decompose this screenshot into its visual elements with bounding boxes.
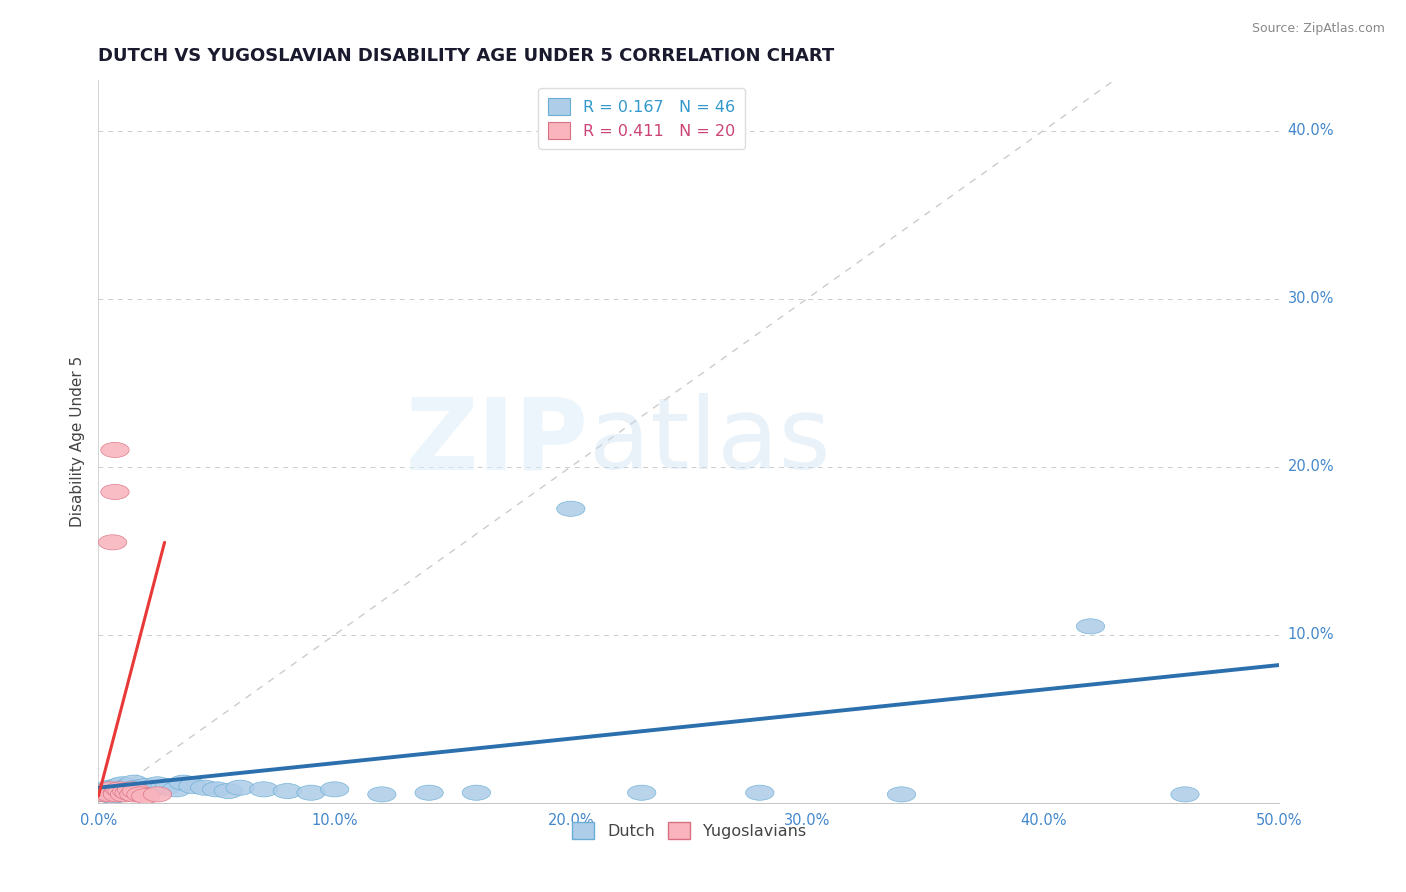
Text: Source: ZipAtlas.com: Source: ZipAtlas.com — [1251, 22, 1385, 36]
Legend: Dutch, Yugoslavians: Dutch, Yugoslavians — [565, 816, 813, 846]
Text: atlas: atlas — [589, 393, 830, 490]
Text: DUTCH VS YUGOSLAVIAN DISABILITY AGE UNDER 5 CORRELATION CHART: DUTCH VS YUGOSLAVIAN DISABILITY AGE UNDE… — [98, 47, 835, 65]
Text: 20.0%: 20.0% — [1288, 459, 1334, 475]
Text: ZIP: ZIP — [406, 393, 589, 490]
Y-axis label: Disability Age Under 5: Disability Age Under 5 — [69, 356, 84, 527]
Text: 30.0%: 30.0% — [1288, 291, 1334, 306]
Text: 10.0%: 10.0% — [1288, 627, 1334, 642]
Text: 40.0%: 40.0% — [1288, 123, 1334, 138]
